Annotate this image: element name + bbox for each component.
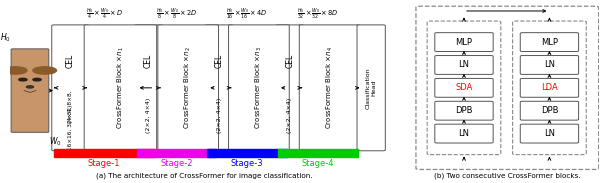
Text: $W_0$: $W_0$	[49, 135, 61, 148]
Text: $\frac{H_0}{4}\times\frac{W_0}{4}\times D$: $\frac{H_0}{4}\times\frac{W_0}{4}\times …	[86, 6, 123, 21]
Bar	[54, 149, 154, 157]
Text: CEL: CEL	[215, 53, 224, 68]
Circle shape	[4, 67, 27, 74]
Text: MLP: MLP	[541, 38, 558, 47]
FancyBboxPatch shape	[84, 25, 157, 151]
Text: (2×2, 4×4): (2×2, 4×4)	[146, 98, 151, 133]
Text: (4×4, 8×8,: (4×4, 8×8,	[68, 90, 73, 123]
Circle shape	[33, 67, 56, 74]
FancyBboxPatch shape	[276, 25, 304, 151]
Text: (2×2, 4×4): (2×2, 4×4)	[287, 98, 292, 133]
FancyBboxPatch shape	[435, 124, 493, 143]
Text: CrossFormer Block ×$n_2$: CrossFormer Block ×$n_2$	[183, 46, 193, 129]
FancyBboxPatch shape	[134, 25, 163, 151]
FancyBboxPatch shape	[158, 25, 218, 151]
Text: Stage-2: Stage-2	[160, 159, 193, 168]
Text: (2×2, 4×4): (2×2, 4×4)	[217, 98, 221, 133]
Text: LN: LN	[544, 60, 555, 70]
FancyBboxPatch shape	[512, 21, 586, 155]
Bar	[278, 149, 358, 157]
Text: LDA: LDA	[541, 83, 558, 92]
Text: $\frac{H_0}{32}\times\frac{W_0}{32}\times 8D$: $\frac{H_0}{32}\times\frac{W_0}{32}\time…	[297, 6, 338, 21]
Text: LN: LN	[458, 129, 469, 138]
FancyBboxPatch shape	[520, 56, 578, 74]
Text: CEL: CEL	[144, 53, 153, 68]
FancyBboxPatch shape	[52, 25, 89, 151]
FancyBboxPatch shape	[416, 6, 599, 169]
Text: Stage-3: Stage-3	[231, 159, 263, 168]
Bar	[208, 149, 287, 157]
Text: CEL: CEL	[286, 53, 295, 68]
Text: CrossFormer Block ×$n_1$: CrossFormer Block ×$n_1$	[115, 46, 125, 129]
Text: CrossFormer Block ×$n_4$: CrossFormer Block ×$n_4$	[325, 46, 335, 129]
FancyBboxPatch shape	[520, 101, 578, 120]
FancyBboxPatch shape	[520, 124, 578, 143]
Circle shape	[33, 78, 41, 81]
Text: $H_0$: $H_0$	[0, 31, 11, 44]
Circle shape	[19, 78, 27, 81]
FancyBboxPatch shape	[205, 25, 233, 151]
Text: (b) Two consecutive CrossFormer blocks.: (b) Two consecutive CrossFormer blocks.	[434, 173, 581, 179]
Text: LN: LN	[458, 60, 469, 70]
Circle shape	[26, 86, 34, 88]
FancyBboxPatch shape	[435, 33, 493, 52]
Text: Stage-4: Stage-4	[302, 159, 334, 168]
Bar	[137, 149, 216, 157]
Text: Classification
Head: Classification Head	[366, 67, 377, 109]
Text: Stage-1: Stage-1	[88, 159, 121, 168]
Text: (a) The architecture of CrossFormer for image classification.: (a) The architecture of CrossFormer for …	[96, 173, 313, 179]
FancyBboxPatch shape	[11, 49, 49, 132]
Text: SDA: SDA	[455, 83, 473, 92]
Text: CrossFormer Block ×$n_3$: CrossFormer Block ×$n_3$	[254, 46, 264, 129]
Text: LN: LN	[544, 129, 555, 138]
FancyBboxPatch shape	[520, 33, 578, 52]
FancyBboxPatch shape	[299, 25, 360, 151]
FancyBboxPatch shape	[520, 78, 578, 97]
FancyBboxPatch shape	[427, 21, 501, 155]
FancyBboxPatch shape	[357, 25, 385, 151]
Text: MLP: MLP	[455, 38, 472, 47]
Text: DPB: DPB	[455, 106, 473, 115]
FancyBboxPatch shape	[435, 56, 493, 74]
Text: DPB: DPB	[541, 106, 558, 115]
Text: $\frac{H_0}{8}\times\frac{W_0}{8}\times 2D$: $\frac{H_0}{8}\times\frac{W_0}{8}\times …	[155, 6, 197, 21]
Text: $\frac{H_0}{16}\times\frac{W_0}{16}\times 4D$: $\frac{H_0}{16}\times\frac{W_0}{16}\time…	[226, 6, 268, 21]
Text: CEL: CEL	[66, 53, 75, 68]
Text: 16×16, 32×32): 16×16, 32×32)	[68, 105, 73, 150]
FancyBboxPatch shape	[435, 101, 493, 120]
FancyBboxPatch shape	[229, 25, 289, 151]
FancyBboxPatch shape	[435, 78, 493, 97]
